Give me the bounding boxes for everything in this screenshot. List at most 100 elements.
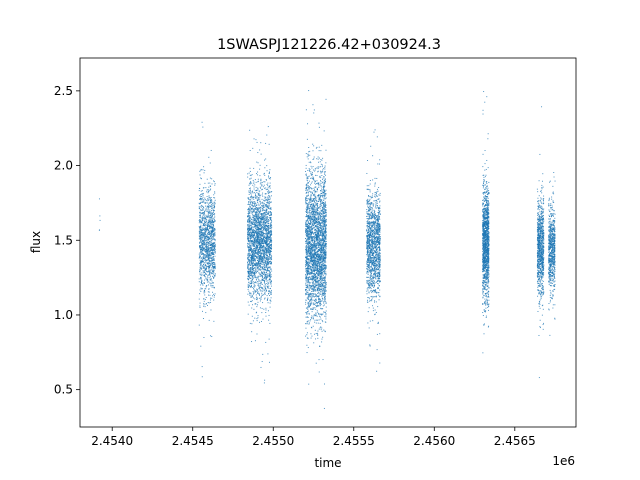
- data-point: [313, 283, 315, 285]
- data-point: [250, 231, 252, 233]
- data-point: [249, 292, 251, 294]
- data-point: [249, 222, 251, 224]
- data-point: [206, 239, 208, 241]
- data-point: [204, 247, 206, 249]
- data-point: [209, 297, 211, 299]
- data-point: [248, 193, 250, 195]
- data-point: [260, 253, 262, 255]
- data-point: [253, 292, 255, 294]
- data-point: [204, 269, 206, 271]
- data-point: [267, 213, 269, 215]
- data-point: [201, 237, 203, 239]
- data-point: [313, 278, 315, 280]
- data-point: [268, 171, 270, 173]
- data-point: [267, 263, 269, 265]
- data-point: [247, 246, 249, 248]
- data-point: [313, 221, 315, 223]
- data-point: [204, 231, 206, 233]
- data-point: [264, 181, 266, 183]
- data-point: [263, 245, 264, 247]
- data-point: [214, 201, 216, 203]
- data-point: [250, 193, 252, 195]
- data-point: [210, 255, 212, 257]
- data-point: [249, 183, 251, 185]
- data-point: [205, 265, 207, 267]
- data-point: [269, 185, 271, 187]
- data-point: [266, 238, 268, 240]
- data-point: [310, 319, 312, 321]
- data-point: [259, 269, 261, 271]
- data-point: [260, 227, 262, 229]
- data-point: [212, 230, 214, 232]
- data-point: [258, 238, 260, 240]
- data-point: [267, 207, 269, 209]
- data-point: [99, 229, 101, 231]
- data-point: [268, 201, 270, 203]
- data-point: [211, 266, 213, 268]
- data-point: [210, 224, 212, 226]
- data-point: [200, 278, 202, 280]
- data-point: [248, 258, 250, 260]
- data-point: [265, 288, 267, 290]
- data-point: [269, 267, 271, 269]
- data-point: [259, 255, 261, 257]
- data-point: [203, 224, 204, 226]
- data-point: [205, 254, 207, 256]
- data-point: [250, 212, 252, 214]
- data-point: [325, 246, 327, 248]
- data-point: [254, 205, 256, 207]
- data-point: [249, 246, 251, 248]
- data-point: [213, 221, 215, 223]
- data-point: [310, 165, 312, 167]
- data-point: [199, 273, 201, 275]
- data-point: [307, 221, 309, 223]
- data-point: [253, 219, 255, 221]
- data-point: [205, 242, 207, 244]
- data-point: [316, 310, 318, 312]
- data-point: [201, 198, 203, 200]
- data-point: [270, 292, 272, 294]
- data-point: [199, 202, 201, 204]
- data-point: [253, 210, 255, 212]
- data-point: [250, 258, 252, 260]
- data-point: [210, 247, 212, 249]
- data-point: [250, 256, 252, 258]
- data-point: [262, 250, 264, 252]
- data-point: [211, 254, 213, 255]
- data-point: [256, 237, 258, 239]
- data-point: [260, 222, 262, 224]
- data-point: [249, 275, 251, 277]
- data-point: [205, 229, 207, 231]
- data-point: [203, 300, 205, 302]
- data-point: [199, 257, 201, 259]
- data-point: [213, 263, 215, 265]
- data-point: [247, 259, 249, 261]
- data-point: [249, 192, 251, 194]
- data-point: [313, 257, 315, 259]
- data-point: [209, 199, 211, 201]
- data-point: [208, 268, 210, 270]
- data-point: [260, 231, 262, 233]
- data-point: [264, 211, 266, 213]
- data-point: [199, 227, 201, 229]
- data-point: [318, 227, 320, 229]
- data-point: [264, 293, 266, 295]
- data-point: [260, 220, 262, 222]
- data-point: [267, 270, 269, 272]
- data-point: [252, 251, 254, 253]
- data-point: [267, 226, 269, 228]
- data-point: [251, 237, 253, 239]
- data-point: [257, 171, 259, 173]
- data-point: [256, 306, 258, 308]
- data-point: [320, 303, 322, 305]
- data-point: [257, 212, 259, 214]
- data-point: [210, 232, 212, 234]
- data-point: [199, 247, 201, 249]
- data-point: [270, 232, 272, 234]
- data-point: [213, 203, 215, 205]
- data-point: [212, 229, 214, 231]
- data-point: [325, 267, 327, 269]
- data-point: [202, 187, 204, 189]
- data-point: [263, 245, 265, 247]
- data-point: [321, 238, 323, 240]
